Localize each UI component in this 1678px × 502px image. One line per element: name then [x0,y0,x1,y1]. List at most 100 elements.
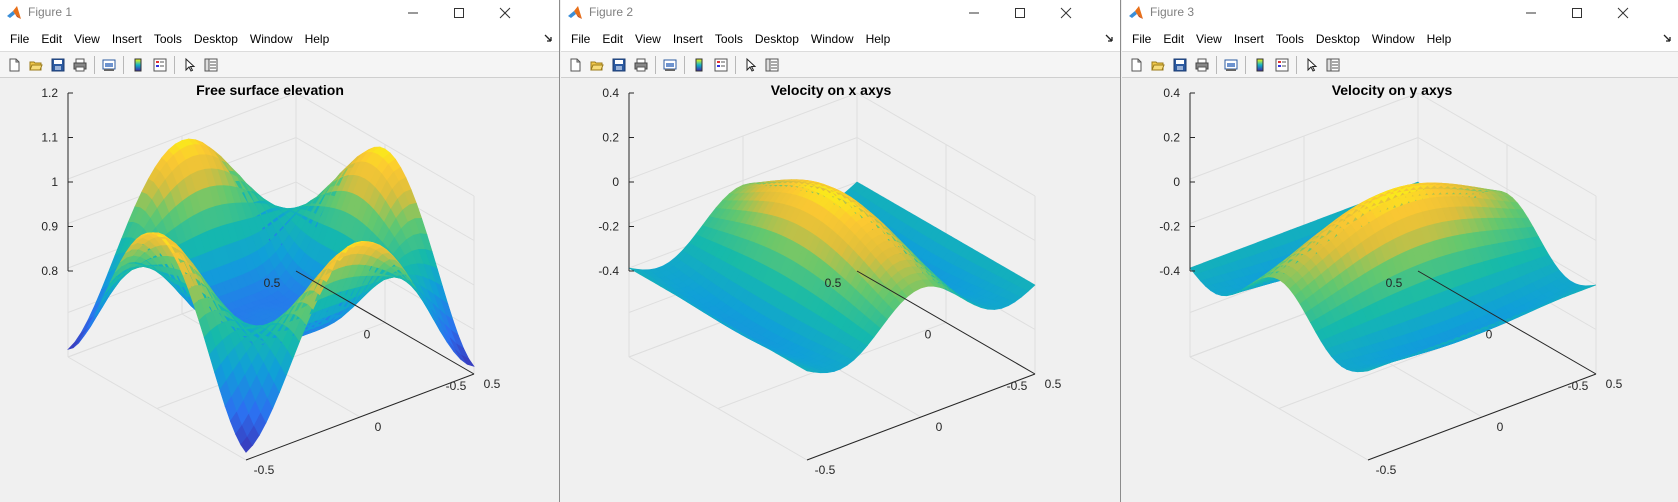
plot-title: Velocity on x axys [771,82,892,98]
link-plot-button[interactable] [98,54,120,76]
menu-view[interactable]: View [74,31,100,46]
new-file-button[interactable] [1125,54,1147,76]
menu-desktop[interactable]: Desktop [754,31,799,46]
plot-title: Free surface elevation [196,82,344,98]
maximize-icon [1572,8,1582,18]
new-file-icon [570,58,581,71]
dock-arrow-icon[interactable] [1662,33,1672,43]
menu-tools[interactable]: Tools [153,31,182,46]
menu-window[interactable]: Window [1371,31,1415,46]
close-button[interactable] [1043,0,1089,26]
new-file-button[interactable] [564,54,586,76]
dock-arrow-icon[interactable] [543,33,553,43]
menu-insert[interactable]: Insert [111,31,142,46]
menu-insert[interactable]: Insert [1233,31,1264,46]
colorbar-button[interactable] [1249,54,1271,76]
surface-mesh [628,179,1036,374]
surface-mesh [67,138,475,453]
menu-edit[interactable]: Edit [602,31,624,46]
print-button[interactable] [630,54,652,76]
save-icon [612,58,626,71]
title-bar[interactable]: Figure 1 [0,0,559,26]
print-button[interactable] [1191,54,1213,76]
pointer-button[interactable] [1300,54,1322,76]
minimize-button[interactable] [951,0,997,26]
close-button[interactable] [1600,0,1646,26]
menu-view[interactable]: View [1196,31,1222,46]
property-editor-icon [204,58,218,71]
maximize-icon [1015,8,1025,18]
toolbar-separator [94,55,95,74]
z-tick-label: 1.2 [41,86,58,100]
menu-file[interactable]: File [571,31,591,46]
menu-tools[interactable]: Tools [1275,31,1304,46]
menu-desktop[interactable]: Desktop [1315,31,1360,46]
open-folder-button[interactable] [586,54,608,76]
save-button[interactable] [1169,54,1191,76]
surface-plot[interactable]: 0.4 0.2 0 -0.2 -0.4 0.5 0 -0.5 -0.5 0 0.5 Velocity … [1122,79,1678,502]
surface-mesh [1189,181,1597,373]
z-tick-label: 0 [612,175,619,189]
x-tick-label: 0 [1486,328,1493,342]
close-icon [1060,7,1072,19]
axes-lines [67,92,475,461]
menu-file[interactable]: File [1132,31,1152,46]
title-bar[interactable]: Figure 2 [561,0,1120,26]
close-button[interactable] [482,0,528,26]
colorbar-button[interactable] [127,54,149,76]
minimize-icon [1526,12,1536,14]
pointer-button[interactable] [178,54,200,76]
property-editor-button[interactable] [1322,54,1344,76]
maximize-icon [454,8,464,18]
y-tick-label: 0 [936,420,943,434]
link-plot-icon [663,59,677,71]
print-button[interactable] [69,54,91,76]
menu-window[interactable]: Window [249,31,293,46]
save-button[interactable] [608,54,630,76]
maximize-button[interactable] [997,0,1043,26]
new-file-button[interactable] [3,54,25,76]
z-tick-label: 0.9 [41,220,58,234]
surface-plot[interactable]: 0.4 0.2 0 -0.2 -0.4 0.5 0 -0.5 -0.5 0 0.5 Velocity … [561,79,1121,502]
property-editor-button[interactable] [761,54,783,76]
menu-view[interactable]: View [635,31,661,46]
menu-edit[interactable]: Edit [1163,31,1185,46]
x-tick-label: 0.5 [1386,276,1403,290]
property-editor-icon [765,58,779,71]
pointer-button[interactable] [739,54,761,76]
menu-file[interactable]: File [10,31,30,46]
maximize-button[interactable] [436,0,482,26]
z-tick-label: -0.4 [1159,264,1180,278]
z-tick-label: 0.2 [602,131,619,145]
z-tick-label: 0.8 [41,264,58,278]
maximize-button[interactable] [1554,0,1600,26]
menu-window[interactable]: Window [810,31,854,46]
y-tick-label: 0.5 [484,377,501,391]
menu-insert[interactable]: Insert [672,31,703,46]
dock-arrow-icon[interactable] [1104,33,1114,43]
surface-plot[interactable]: 1.2 1.1 1 0.9 0.8 0.5 0 -0.5 -0.5 0 0.5 Free surfac… [0,79,560,502]
legend-button[interactable] [149,54,171,76]
minimize-button[interactable] [390,0,436,26]
colorbar-button[interactable] [688,54,710,76]
menu-tools[interactable]: Tools [714,31,743,46]
matlab-logo-icon [1129,6,1143,19]
link-plot-button[interactable] [659,54,681,76]
open-folder-button[interactable] [25,54,47,76]
link-plot-button[interactable] [1220,54,1242,76]
menu-help[interactable]: Help [1426,31,1452,46]
legend-button[interactable] [710,54,732,76]
minimize-icon [969,12,979,14]
menu-help[interactable]: Help [304,31,330,46]
menu-edit[interactable]: Edit [41,31,63,46]
save-button[interactable] [47,54,69,76]
figure-window-1: Figure 1 File Edit View Insert Tools Desktop W… [0,0,560,502]
toolbar-separator [174,55,175,74]
menu-desktop[interactable]: Desktop [193,31,238,46]
minimize-button[interactable] [1508,0,1554,26]
title-bar[interactable]: Figure 3 [1122,0,1678,26]
legend-button[interactable] [1271,54,1293,76]
open-folder-button[interactable] [1147,54,1169,76]
property-editor-button[interactable] [200,54,222,76]
menu-help[interactable]: Help [865,31,891,46]
